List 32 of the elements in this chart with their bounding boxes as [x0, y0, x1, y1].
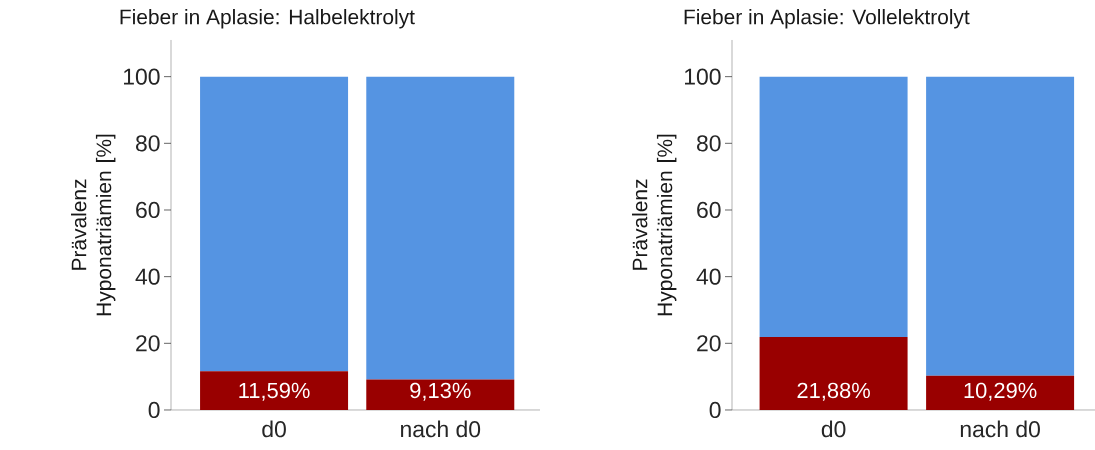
- y-axis-title: Prävalenz Hyponatriämien [%]: [71, 134, 116, 316]
- x-tick-label: d0: [821, 420, 846, 438]
- data-label: 21,88%: [797, 382, 870, 401]
- data-label: 11,59%: [239, 382, 310, 401]
- x-tick-label: nach d0: [401, 420, 481, 438]
- y-tick-label: 80: [136, 135, 160, 152]
- y-tick-label: 40: [696, 268, 721, 285]
- data-label: 10,29%: [964, 382, 1037, 401]
- x-tick-label: nach d0: [960, 420, 1040, 438]
- y-tick-label: 60: [136, 201, 160, 219]
- y-tick-label: 0: [709, 401, 721, 419]
- bar: [926, 375, 1075, 410]
- chart-title: Fieber in Aplasie: Vollelektrolyt: [684, 8, 970, 29]
- y-axis-title: Prävalenz Hyponatriämien [%]: [632, 134, 677, 316]
- bar: [759, 76, 908, 338]
- bar: [200, 371, 349, 410]
- bar: [759, 337, 908, 410]
- bar: [366, 76, 515, 380]
- y-tick-label: 20: [697, 335, 721, 352]
- y-tick-label: 80: [697, 135, 721, 152]
- y-tick-label: 20: [136, 335, 160, 352]
- y-tick-label: 60: [697, 201, 721, 219]
- y-tick-label: 100: [124, 68, 160, 85]
- bar: [366, 379, 515, 410]
- chart-title: Fieber in Aplasie: Halbelektrolyt: [120, 8, 415, 29]
- y-tick-label: 100: [685, 68, 721, 85]
- y-tick-label: 0: [148, 401, 160, 419]
- bar: [926, 76, 1075, 376]
- y-tick-label: 40: [135, 268, 160, 285]
- x-tick-label: d0: [262, 420, 286, 438]
- data-label: 9,13%: [410, 382, 471, 401]
- bar: [200, 76, 349, 372]
